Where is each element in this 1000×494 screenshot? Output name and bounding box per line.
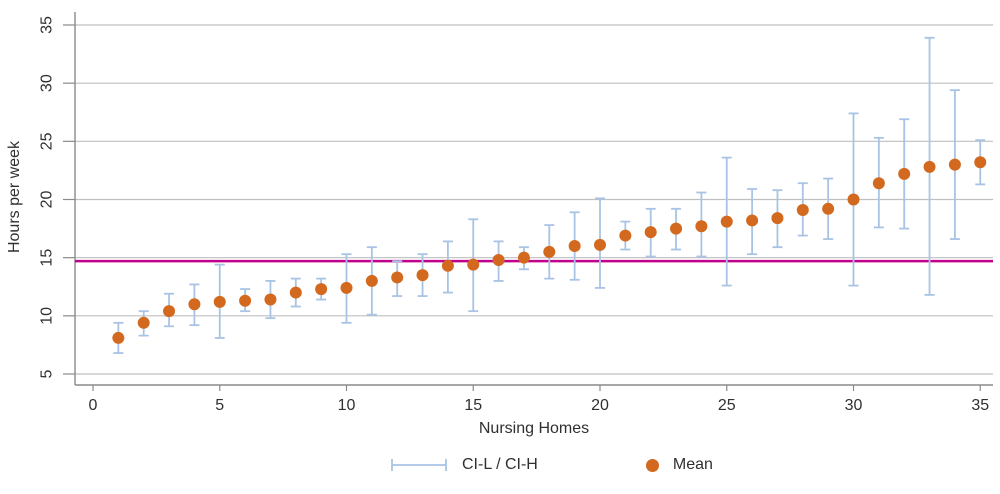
mean-dot — [137, 316, 150, 329]
x-tick-label: 30 — [845, 397, 863, 414]
mean-dot — [796, 203, 809, 216]
mean-dot — [898, 167, 911, 180]
errorbar-legend-icon — [391, 459, 447, 471]
mean-dot — [568, 240, 581, 253]
mean-dot — [239, 294, 252, 307]
mean-dot — [163, 305, 176, 318]
mean-dot — [695, 220, 708, 233]
mean-dot — [644, 226, 657, 239]
legend-item-ci: CI-L / CI-H — [390, 456, 538, 474]
mean-dot — [365, 274, 378, 287]
y-tick-label: 20 — [39, 190, 56, 208]
mean-dot — [543, 245, 556, 258]
mean-dot — [720, 215, 733, 228]
mean-dot — [822, 202, 835, 215]
y-tick-label: 30 — [39, 74, 56, 92]
mean-dot — [746, 214, 759, 227]
mean-dot — [492, 253, 505, 266]
mean-dot — [517, 251, 530, 264]
y-tick-label: 10 — [39, 307, 56, 325]
x-tick-label: 25 — [718, 397, 736, 414]
mean-dot — [416, 269, 429, 282]
legend-item-mean: Mean — [645, 456, 713, 474]
mean-dot — [923, 160, 936, 173]
x-tick-label: 10 — [338, 397, 356, 414]
y-axis-title: Hours per week — [6, 140, 23, 254]
mean-dot — [315, 283, 328, 296]
legend-label-ci: CI-L / CI-H — [462, 456, 538, 473]
x-tick-label: 15 — [464, 397, 482, 414]
y-tick-label: 35 — [39, 16, 56, 34]
mean-dot — [872, 177, 885, 190]
x-tick-label: 35 — [971, 397, 989, 414]
legend: CI-L / CI-H Mean — [390, 456, 713, 474]
mean-dot — [264, 293, 277, 306]
y-tick-label: 15 — [39, 249, 56, 267]
mean-dot-legend-icon — [645, 458, 659, 472]
mean-dot — [771, 212, 784, 225]
mean-dot — [467, 258, 480, 271]
legend-label-mean: Mean — [672, 456, 713, 473]
mean-dot — [670, 222, 683, 235]
x-tick-label: 0 — [89, 397, 98, 414]
mean-dot — [112, 331, 125, 344]
mean-dot — [847, 193, 860, 206]
mean-dot — [289, 286, 302, 299]
mean-dot — [188, 298, 201, 311]
mean-dot — [340, 281, 353, 294]
y-tick-label: 5 — [39, 369, 56, 378]
mean-dot — [594, 238, 606, 251]
mean-dot — [213, 295, 226, 308]
x-axis-title: Nursing Homes — [478, 420, 590, 437]
mean-dot — [441, 259, 454, 272]
mean-dot — [619, 229, 632, 242]
y-tick-label: 25 — [39, 132, 56, 150]
mean-dot — [948, 158, 961, 171]
plot-area: 5 10 15 20 25 30 35 0 5 10 15 20 25 30 35 — [39, 12, 993, 414]
x-tick-label: 5 — [215, 397, 224, 414]
mean-dot — [974, 156, 987, 169]
mean-dot — [391, 271, 404, 284]
x-tick-label: 20 — [591, 397, 609, 414]
